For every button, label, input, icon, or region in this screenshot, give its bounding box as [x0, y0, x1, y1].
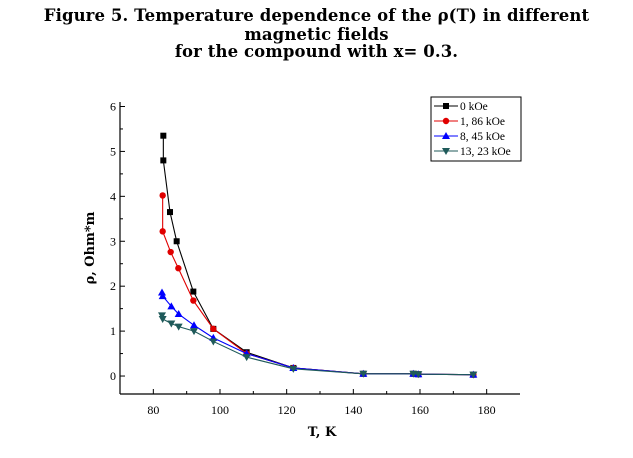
- data-point: [167, 248, 174, 256]
- data-point: [159, 192, 166, 199]
- data-point: [190, 297, 197, 304]
- legend-marker: [443, 103, 449, 109]
- y-tick-label: 6: [110, 99, 116, 113]
- y-tick-label: 0: [110, 369, 116, 383]
- data-point: [190, 288, 197, 295]
- x-tick-label: 180: [478, 403, 496, 417]
- x-tick-label: 140: [344, 403, 362, 417]
- data-point: [158, 315, 167, 323]
- y-tick-label: 4: [110, 189, 116, 203]
- legend-label: 8, 45 kOe: [460, 131, 505, 143]
- legend-entry-0: 0 kOe: [434, 101, 488, 113]
- data-point: [289, 365, 298, 373]
- data-point: [174, 310, 183, 318]
- data-point: [167, 320, 176, 328]
- data-point: [158, 288, 166, 296]
- legend-marker: [442, 148, 450, 155]
- x-tick-label: 160: [411, 403, 429, 417]
- x-tick-label: 120: [278, 403, 296, 417]
- data-point: [210, 325, 217, 333]
- data-point: [160, 132, 167, 139]
- y-tick-label: 2: [110, 279, 116, 293]
- y-axis-label: ρ, Ohm*m: [83, 211, 98, 284]
- legend: 0 kOe 1, 86 kOe 8, 45 kOe 13, 23 kOe: [430, 96, 522, 162]
- series-line: [162, 195, 474, 376]
- chart-title-line-2: for the compound with x= 0.3.: [174, 42, 459, 61]
- data-point: [469, 371, 478, 379]
- y-tick-label: 5: [110, 144, 116, 158]
- series-layer: [158, 132, 478, 379]
- legend-marker: [442, 117, 450, 125]
- y-tick-label: 3: [110, 234, 116, 248]
- legend-label: 0 kOe: [460, 101, 488, 113]
- legend-label: 13, 23 kOe: [460, 146, 511, 158]
- legend-entry-1: 1, 86 kOe: [434, 116, 505, 128]
- data-point: [242, 354, 251, 362]
- series-line: [161, 292, 474, 376]
- legend-entry-2: 8, 45 kOe: [434, 131, 505, 143]
- series-line: [161, 315, 474, 376]
- series-2: [158, 288, 478, 378]
- data-point: [175, 265, 182, 272]
- data-point: [167, 302, 176, 310]
- data-point: [158, 312, 166, 320]
- x-tick-label: 100: [211, 403, 229, 417]
- data-point: [414, 371, 423, 379]
- series-1: [159, 192, 477, 378]
- legend-label: 1, 86 kOe: [460, 116, 505, 128]
- y-tick-label: 1: [110, 324, 116, 338]
- legend-marker: [442, 132, 450, 139]
- data-point: [190, 321, 198, 329]
- data-point: [167, 209, 173, 216]
- x-tick-label: 80: [147, 403, 159, 417]
- data-point: [173, 238, 180, 245]
- chart-title-line-1: Figure 5. Temperature dependence of the …: [43, 6, 590, 44]
- data-point: [359, 370, 368, 378]
- data-point: [160, 157, 167, 164]
- series-3: [158, 312, 478, 379]
- data-point: [174, 323, 183, 331]
- x-axis-label: T, K: [308, 425, 337, 440]
- data-point: [158, 292, 167, 300]
- data-point: [190, 328, 198, 336]
- axes: 0 1 2 3 4 5 6 80 100 120 140 160 180: [110, 99, 520, 417]
- data-point: [159, 228, 166, 235]
- legend-entry-3: 13, 23 kOe: [434, 146, 511, 158]
- data-point: [209, 338, 218, 346]
- series-0: [160, 132, 477, 378]
